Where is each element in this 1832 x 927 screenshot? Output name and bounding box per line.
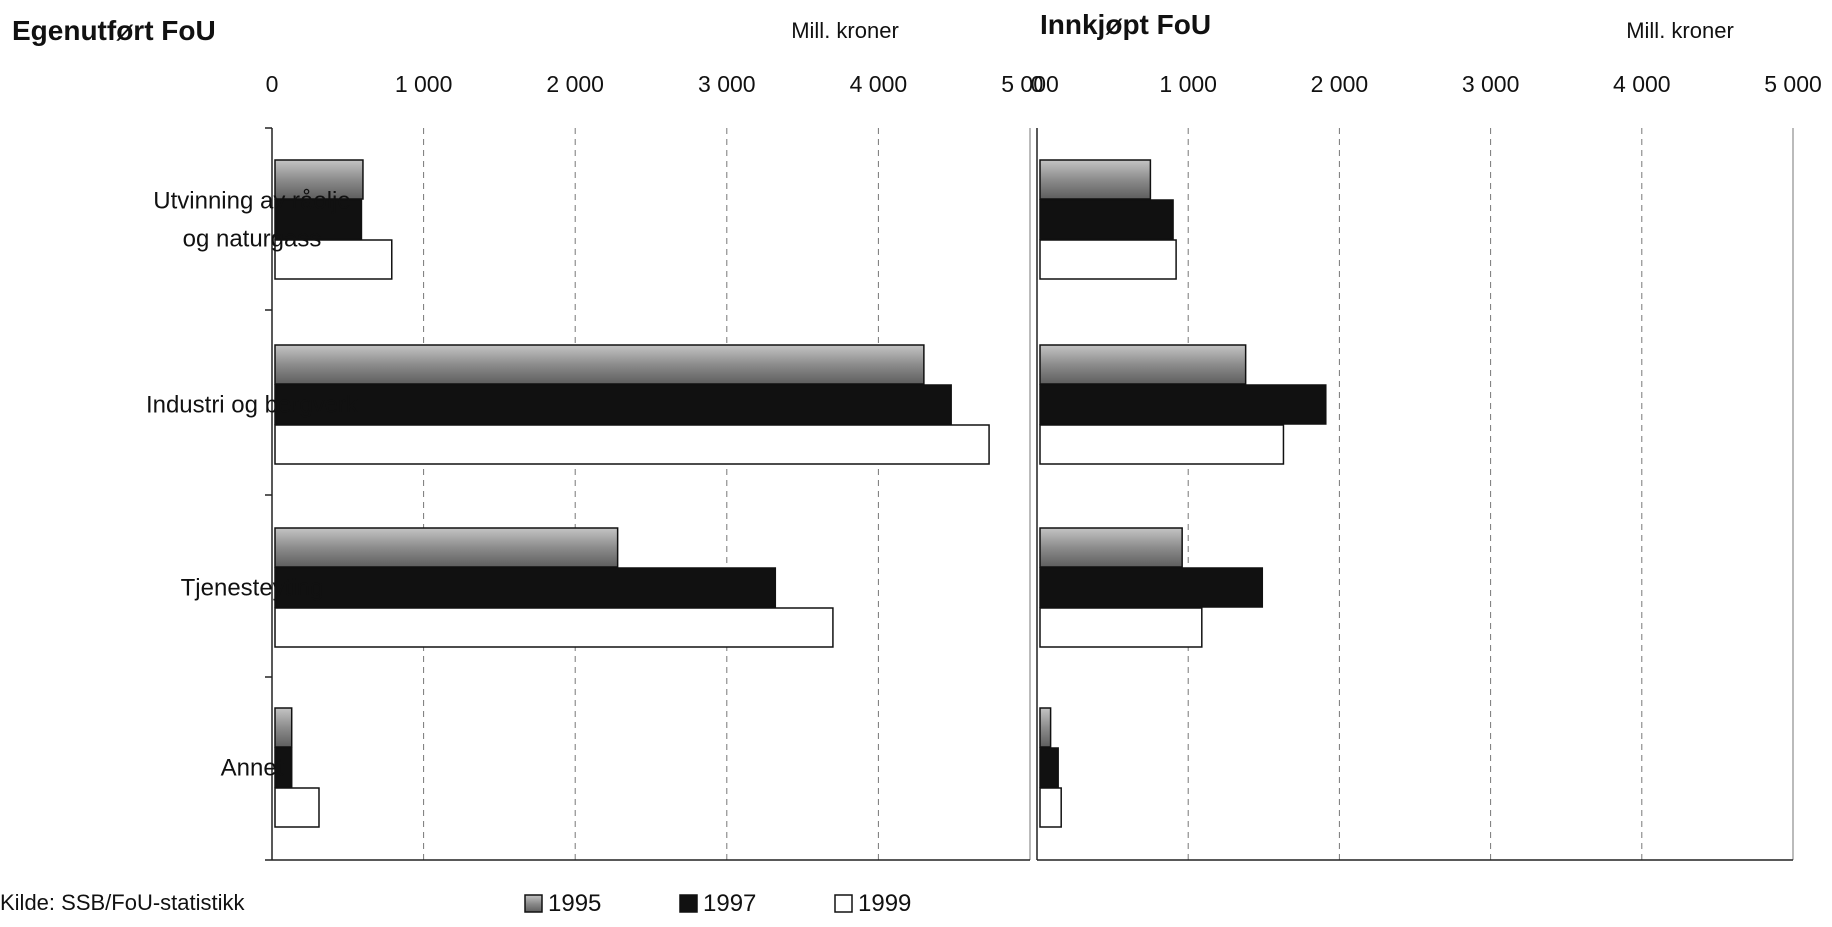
left-panel: 0 1 000 2 000 3 000 4 000 5 000 Utvinning av r… bbox=[146, 71, 1059, 861]
left-bar-1999 bbox=[274, 607, 834, 648]
category-label: Industri og bergverk bbox=[146, 392, 359, 419]
left-bar-1997 bbox=[274, 384, 952, 425]
left-bar-1997 bbox=[274, 747, 293, 788]
category-label: Tjenesteyting bbox=[181, 575, 324, 602]
right-tick-label: 2 000 bbox=[1311, 71, 1369, 97]
legend-item-1997: 1997 bbox=[679, 890, 756, 917]
right-bar-1995 bbox=[1039, 707, 1052, 748]
right-bar-1997 bbox=[1039, 747, 1059, 788]
legend-item-1995: 1995 bbox=[524, 890, 601, 917]
right-tick-label: 5 000 bbox=[1764, 71, 1822, 97]
left-tick-label: 3 000 bbox=[698, 71, 756, 97]
left-panel-unit-label: Mill. kroner bbox=[791, 18, 899, 43]
left-bar-1995 bbox=[274, 527, 619, 568]
legend-label: 1999 bbox=[858, 890, 911, 917]
right-tick-label: 4 000 bbox=[1613, 71, 1671, 97]
left-tick-label: 1 000 bbox=[395, 71, 453, 97]
right-bar-1999 bbox=[1039, 787, 1062, 828]
right-tick-label: 3 000 bbox=[1462, 71, 1520, 97]
right-tick-label: 0 bbox=[1031, 71, 1044, 97]
category-label: Annet bbox=[221, 755, 284, 782]
right-bar-1995 bbox=[1039, 344, 1247, 385]
right-bar-1997 bbox=[1039, 384, 1327, 425]
left-tick-label: 2 000 bbox=[546, 71, 604, 97]
left-bar-1997 bbox=[274, 567, 777, 608]
legend-label: 1995 bbox=[548, 890, 601, 917]
legend-item-1999: 1999 bbox=[834, 890, 911, 917]
legend: 1995 1997 1999 bbox=[524, 890, 911, 917]
right-bar-1995 bbox=[1039, 159, 1152, 200]
left-tick-label: 0 bbox=[266, 71, 279, 97]
right-panel: 0 1 000 2 000 3 000 4 000 5 000 bbox=[1031, 71, 1822, 861]
right-bar-1999 bbox=[1039, 424, 1285, 465]
right-panel-title: Innkjøpt FoU bbox=[1040, 9, 1211, 40]
right-bar-1997 bbox=[1039, 567, 1264, 608]
legend-swatch bbox=[524, 894, 543, 913]
left-bar-1995 bbox=[274, 344, 925, 385]
left-bar-1995 bbox=[274, 159, 364, 200]
left-panel-title: Egenutført FoU bbox=[12, 15, 216, 46]
source-note: Kilde: SSB/FoU-statistikk bbox=[0, 890, 246, 915]
legend-label: 1997 bbox=[703, 890, 756, 917]
right-bar-1999 bbox=[1039, 607, 1203, 648]
right-tick-label: 1 000 bbox=[1159, 71, 1217, 97]
legend-swatch bbox=[679, 894, 698, 913]
chart-panels: 0 1 000 2 000 3 000 4 000 5 000 Utvinning av r… bbox=[146, 71, 1822, 861]
right-bar-1997 bbox=[1039, 199, 1174, 240]
left-bar-1995 bbox=[274, 707, 293, 748]
left-bar-1999 bbox=[274, 424, 990, 465]
legend-swatch bbox=[834, 894, 853, 913]
left-tick-label: 4 000 bbox=[850, 71, 908, 97]
right-panel-unit-label: Mill. kroner bbox=[1626, 18, 1734, 43]
left-bar-1999 bbox=[274, 239, 393, 280]
left-bar-1997 bbox=[274, 199, 363, 240]
left-tick-label: 5 000 bbox=[1001, 71, 1059, 97]
right-bar-1999 bbox=[1039, 239, 1177, 280]
category-label: Utvinning av råolje og naturgass bbox=[153, 188, 350, 253]
left-bar-1999 bbox=[274, 787, 320, 828]
right-bar-1995 bbox=[1039, 527, 1183, 568]
